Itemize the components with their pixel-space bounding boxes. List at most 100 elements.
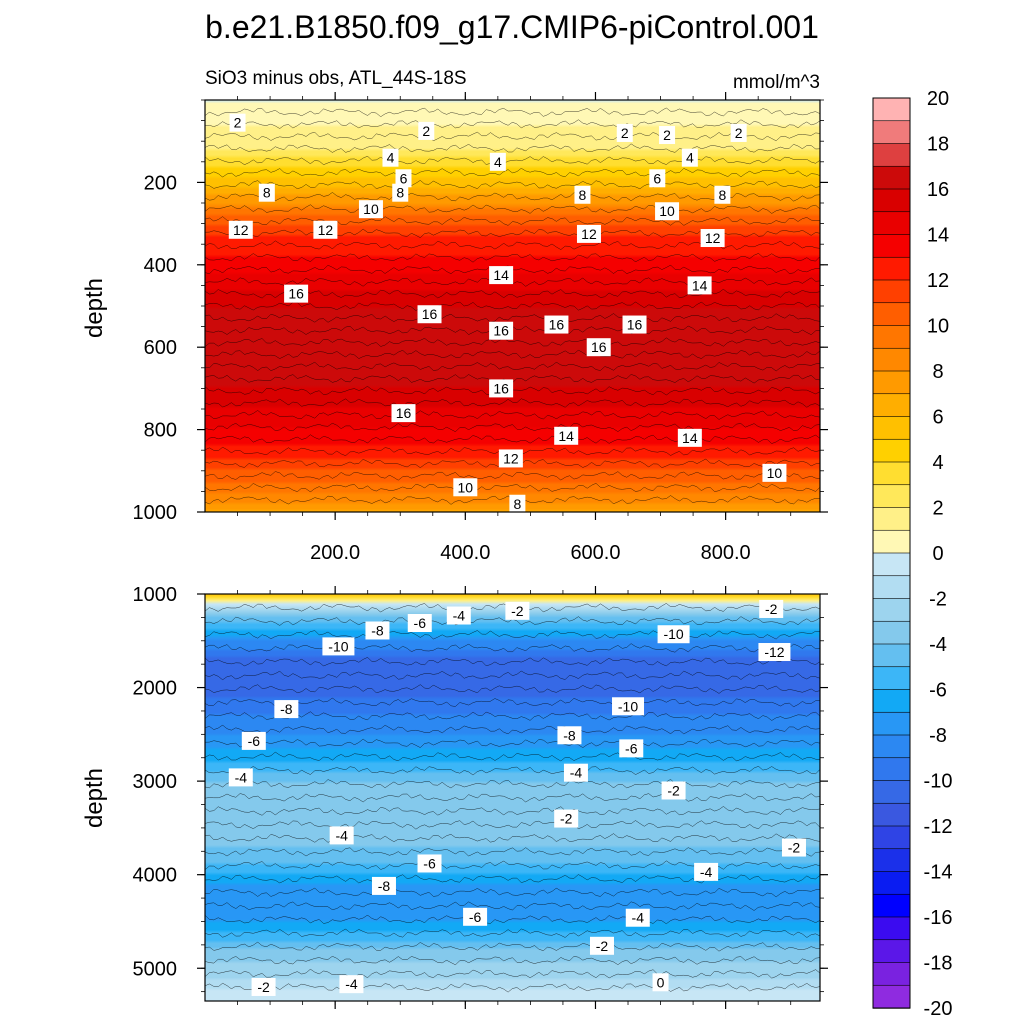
contour-label-box — [498, 449, 523, 468]
colorbar-swatch — [872, 780, 911, 804]
contour-label-box — [659, 126, 676, 145]
colorbar-swatch — [872, 825, 911, 850]
colorbar-label: -6 — [929, 680, 947, 702]
y-tick-label: 2000 — [133, 678, 178, 700]
contour-label: -2 — [505, 601, 530, 620]
contour-label-box — [322, 637, 355, 656]
contour-label-text: 4 — [494, 154, 502, 170]
colorbar-frame — [872, 97, 911, 1009]
contour-label-text: -10 — [663, 626, 683, 642]
contour-label-box — [313, 220, 338, 239]
contour-label-text: -2 — [765, 601, 778, 617]
contour-label-text: -6 — [469, 909, 482, 925]
contour-label-text: 10 — [767, 465, 783, 481]
y-tick-label: 1000 — [133, 584, 178, 606]
contour-label: -4 — [228, 768, 253, 787]
contour-label-box — [586, 338, 611, 357]
contour-label-text: 10 — [458, 479, 474, 495]
colorbar-label: 0 — [932, 543, 943, 565]
contour-label-text: 16 — [396, 405, 412, 421]
contour-line — [205, 928, 820, 938]
contour-label-box — [563, 763, 588, 782]
contour-label-text: -8 — [563, 727, 576, 743]
colorbar-swatch — [872, 97, 911, 122]
contour-label-box — [730, 123, 747, 142]
contour-label-box — [762, 463, 787, 482]
contour-label-text: -8 — [378, 878, 391, 894]
contour-label-box — [681, 148, 698, 167]
contour-line — [205, 482, 820, 493]
contour-label-box — [258, 183, 275, 202]
lower-contour-lines — [205, 603, 820, 993]
contour-label-text: 16 — [493, 380, 509, 396]
contour-label: 12 — [498, 449, 523, 468]
colorbar-swatch — [872, 916, 911, 941]
contour-line — [205, 968, 820, 979]
contour-label-box — [229, 113, 246, 132]
contour-line — [205, 361, 820, 372]
contour-label: -4 — [694, 862, 719, 881]
colorbar-label: -12 — [924, 816, 953, 838]
contour-label: 12 — [576, 224, 601, 243]
y-tick-label: 5000 — [133, 958, 178, 980]
contour-line — [205, 434, 820, 444]
colorbar-swatch — [872, 188, 911, 213]
colorbar-swatch — [872, 666, 911, 691]
contour-label: 2 — [616, 123, 633, 142]
colorbar-swatch — [872, 120, 911, 145]
colorbar-label: -10 — [924, 771, 953, 793]
contour-label-box — [554, 426, 579, 445]
contour-line — [205, 398, 820, 408]
colorbar-swatch — [872, 393, 911, 418]
contour-label-box — [417, 854, 442, 873]
colorbar-swatch — [872, 165, 911, 190]
contour-line — [205, 751, 820, 762]
colorbar-swatch — [872, 757, 911, 782]
lower-panel: -2 -4 -2 -6 -8 -10 -10 -12 -8 -10 -6 -8 -6 -4 -4 -2 -2 -4… — [81, 584, 828, 1009]
contour-label-text: -4 — [700, 864, 713, 880]
colorbar-swatch — [872, 302, 911, 327]
contour-label-box — [489, 152, 506, 171]
contour-label-box — [576, 224, 601, 243]
contour-label: 10 — [358, 200, 383, 219]
contour-label-text: 8 — [513, 496, 521, 512]
contour-label-box — [446, 606, 471, 625]
subtitle-right: mmol/m^3 — [733, 72, 820, 93]
contour-line — [205, 724, 820, 735]
contour-line — [205, 779, 820, 789]
contour-label-text: -8 — [371, 622, 384, 638]
contour-label: 10 — [655, 202, 680, 221]
contour-label-box — [417, 305, 442, 324]
contour-label-box — [652, 973, 669, 992]
contour-label-box — [228, 768, 253, 787]
colorbar-swatch — [872, 484, 911, 509]
contour-label: 2 — [418, 121, 435, 140]
contour-label: 16 — [489, 321, 514, 340]
colorbar-label: -8 — [929, 725, 947, 747]
contour-label-box — [391, 404, 416, 423]
contour-label: -2 — [251, 977, 276, 996]
upper-ylabel: depth — [81, 278, 108, 338]
contour-label-text: -2 — [788, 840, 801, 856]
contour-label-box — [616, 123, 633, 142]
contour-label-text: 14 — [692, 277, 708, 293]
colorbar-swatch — [872, 347, 911, 372]
contour-label-text: 16 — [591, 339, 607, 355]
y-tick-label: 200 — [144, 172, 177, 194]
contour-label-box — [382, 148, 399, 167]
contour-label-box — [574, 185, 591, 204]
contour-label-text: -2 — [596, 938, 609, 954]
contour-line — [205, 643, 820, 653]
contour-label-text: -6 — [625, 740, 638, 756]
contour-label: 6 — [395, 169, 412, 188]
contour-label: -10 — [657, 625, 690, 644]
contour-label-text: -10 — [328, 638, 348, 654]
contour-label-text: 14 — [682, 430, 698, 446]
contour-label-box — [694, 862, 719, 881]
colorbar-label: -14 — [924, 862, 953, 884]
contour-label-box — [554, 809, 579, 828]
contour-label-box — [612, 697, 645, 716]
contour-label-text: 16 — [422, 306, 438, 322]
